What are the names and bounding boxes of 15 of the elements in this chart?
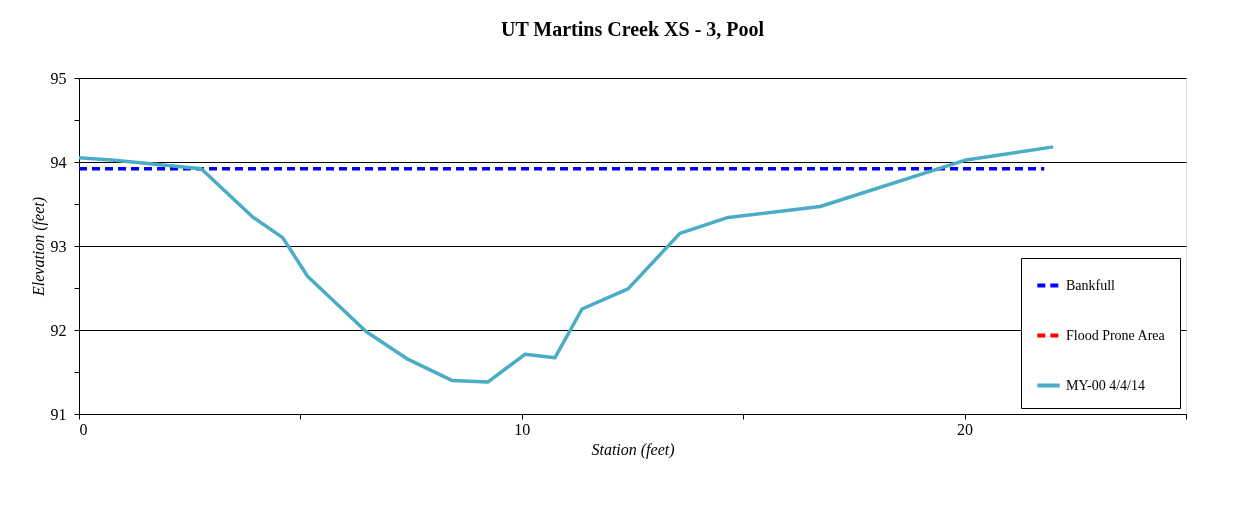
legend-label: MY-00 4/4/14 [1066,377,1145,393]
legend-label: Bankfull [1066,277,1116,293]
y-axis-title: Elevation (feet) [29,196,48,298]
legend-label: Flood Prone Area [1066,327,1166,343]
x-tick-label: 20 [957,420,974,438]
chart-title: UT Martins Creek XS - 3, Pool [500,18,765,40]
y-tick-label: 92 [50,321,67,339]
y-tick-label: 94 [50,153,67,171]
x-axis-title: Station (feet) [591,440,675,459]
line-series [77,145,1055,384]
x-tick-label: 0 [79,420,88,438]
x-tick-label: 10 [514,420,531,438]
y-tick-label: 91 [50,405,67,423]
y-tick-label: 95 [50,69,67,87]
y-tick-label: 93 [50,237,67,255]
